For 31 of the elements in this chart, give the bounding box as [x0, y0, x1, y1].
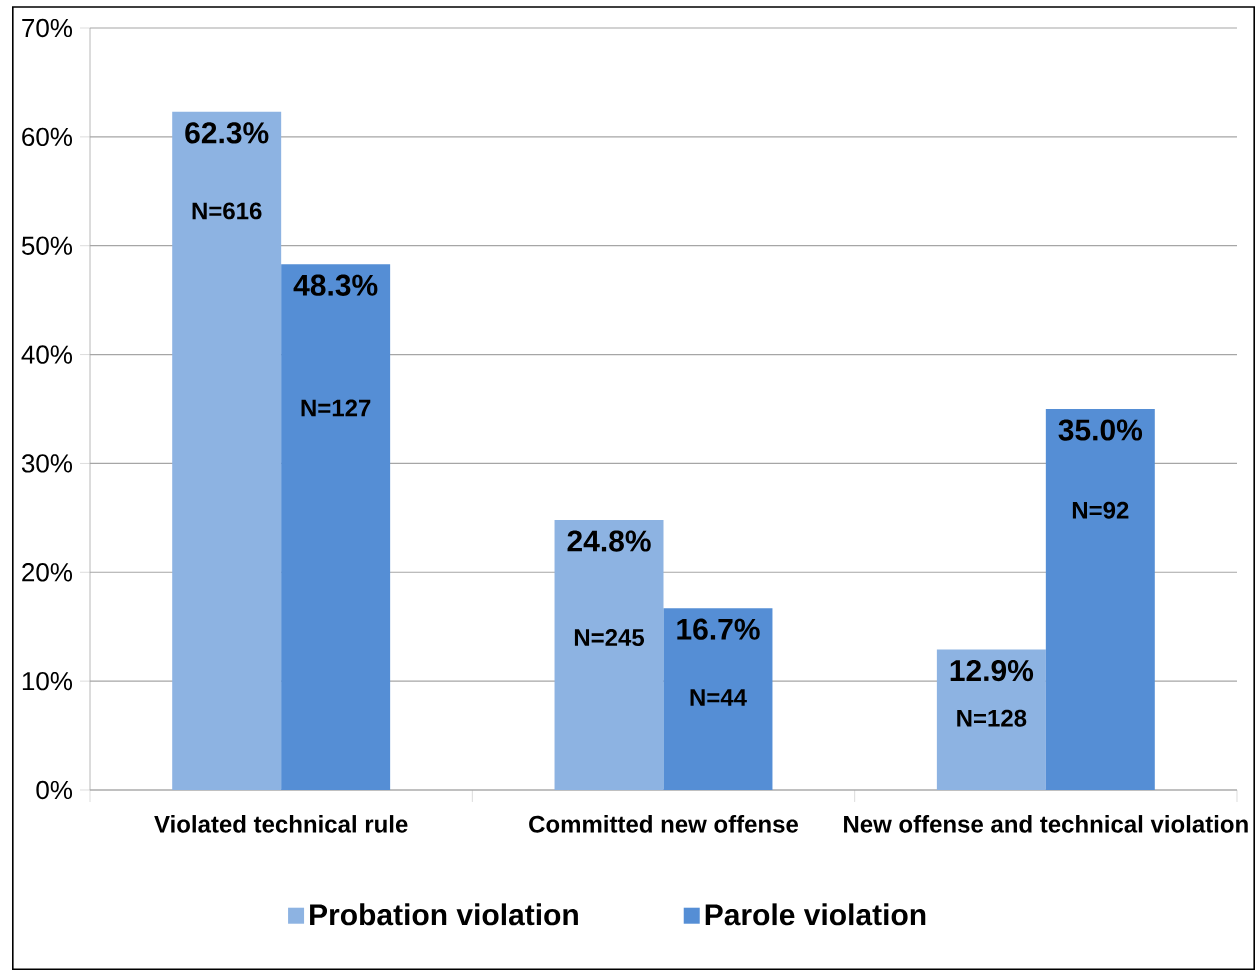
annotation: N=616	[192, 202, 262, 220]
y-tick-label: 40%	[21, 345, 73, 364]
data-label: 62.3%	[185, 122, 269, 144]
data-label: 48.3%	[293, 274, 378, 296]
y-tick-label: 0%	[36, 780, 73, 800]
bar	[663, 608, 773, 790]
x-tick-label: New offense and technical violation	[844, 815, 1248, 833]
bar	[554, 520, 664, 790]
y-tick-label: 60%	[22, 127, 73, 147]
x-tick-label: Violated technical rule	[154, 815, 408, 833]
data-label: 16.7%	[677, 618, 760, 640]
data-label: 24.8%	[567, 530, 651, 552]
annotation: N=44	[690, 689, 747, 706]
x-tick-label: Committed new offense	[529, 815, 798, 833]
y-tick-label: 20%	[22, 563, 73, 582]
bar	[1045, 409, 1155, 790]
bar	[281, 264, 391, 790]
annotation: N=92	[1072, 501, 1129, 519]
data-label: 12.9%	[950, 659, 1034, 682]
data-label: 35.0%	[1058, 419, 1143, 441]
y-tick-label: 70%	[22, 18, 73, 38]
legend-label: Parole violation	[705, 903, 926, 926]
bar	[172, 111, 282, 790]
annotation: N=128	[957, 709, 1027, 727]
legend-label: Probation violation	[310, 903, 578, 926]
y-tick-label: 50%	[21, 236, 73, 255]
bar	[936, 649, 1046, 790]
annotation: N=245	[574, 629, 645, 647]
annotation: N=127	[301, 399, 371, 417]
y-tick-label: 30%	[21, 454, 73, 473]
y-tick-label: 10%	[22, 671, 73, 691]
